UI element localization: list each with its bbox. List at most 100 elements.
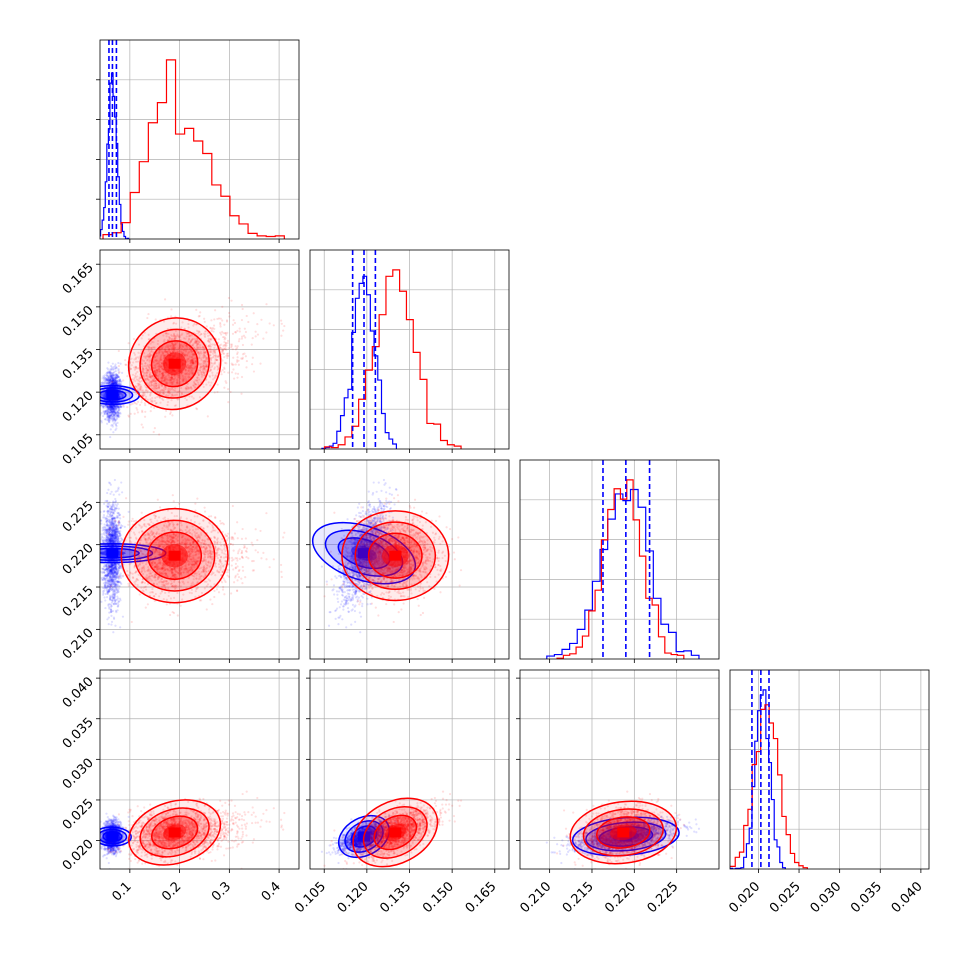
- scatter-point: [102, 405, 105, 408]
- scatter-point: [212, 330, 215, 333]
- scatter-point: [195, 408, 199, 411]
- scatter-point: [114, 380, 117, 383]
- scatter-point: [133, 412, 136, 415]
- scatter-point: [112, 381, 115, 385]
- scatter-point: [103, 565, 106, 568]
- scatter-point: [117, 405, 120, 408]
- scatter-point: [104, 377, 107, 380]
- scatter-point: [138, 403, 142, 407]
- scatter-point: [226, 331, 229, 334]
- scatter-point: [132, 337, 135, 341]
- scatter-point: [109, 409, 113, 412]
- scatter-point: [140, 401, 143, 404]
- scatter-point: [234, 345, 237, 348]
- scatter-point: [219, 325, 222, 328]
- scatter-point: [124, 363, 128, 366]
- scatter-point: [108, 405, 111, 408]
- scatter-point: [117, 409, 120, 413]
- y-tick-label: 0.135: [60, 346, 97, 383]
- scatter-point: [111, 381, 114, 385]
- scatter-point: [114, 414, 117, 417]
- scatter-point: [110, 405, 113, 408]
- scatter-point: [108, 405, 111, 409]
- scatter-point: [111, 416, 114, 419]
- scatter-point: [109, 405, 112, 408]
- scatter-point: [222, 352, 226, 355]
- scatter-point: [109, 378, 112, 382]
- scatter-point: [108, 405, 112, 408]
- scatter-point: [108, 382, 111, 385]
- scatter-point: [109, 416, 112, 420]
- scatter-point: [240, 392, 243, 395]
- scatter-point: [117, 368, 120, 371]
- scatter-point: [101, 394, 104, 397]
- scatter-point: [119, 393, 122, 396]
- panel-1-1: [309, 249, 510, 453]
- scatter-point: [112, 378, 115, 381]
- scatter-point: [210, 319, 213, 322]
- scatter-point: [221, 319, 224, 322]
- scatter-point: [117, 375, 120, 379]
- scatter-point: [113, 381, 116, 384]
- scatter-point: [108, 419, 112, 422]
- scatter-point: [117, 382, 121, 385]
- scatter-point: [111, 407, 115, 410]
- scatter-point: [143, 415, 147, 418]
- scatter-point: [108, 415, 111, 418]
- scatter-point: [221, 330, 224, 333]
- scatter-point: [111, 380, 114, 383]
- scatter-point: [114, 376, 117, 379]
- scatter-point: [107, 520, 111, 524]
- scatter-point: [115, 408, 118, 411]
- scatter-point: [102, 536, 105, 540]
- scatter-point: [119, 379, 122, 382]
- scatter-point: [111, 410, 114, 413]
- scatter-point: [245, 314, 248, 318]
- scatter-point: [115, 405, 118, 408]
- panel-0-0: [96, 39, 300, 243]
- scatter-point: [111, 412, 115, 415]
- scatter-point: [108, 415, 111, 418]
- scatter-point: [106, 408, 109, 411]
- histogram-series-1: [323, 269, 462, 449]
- scatter-point: [122, 404, 125, 407]
- scatter-point: [109, 379, 112, 382]
- scatter-point: [106, 379, 109, 383]
- scatter-point: [118, 514, 122, 517]
- scatter-point: [113, 417, 116, 420]
- scatter-point: [112, 406, 115, 409]
- scatter-point: [118, 392, 121, 395]
- density-peak: [168, 358, 181, 369]
- scatter-point: [109, 377, 112, 381]
- scatter-point: [213, 318, 216, 321]
- scatter-point: [116, 414, 119, 417]
- scatter-point: [118, 395, 121, 399]
- scatter-point: [118, 378, 122, 381]
- scatter-point: [254, 335, 257, 338]
- scatter-point: [236, 359, 239, 362]
- scatter-point: [112, 368, 115, 371]
- scatter-point: [109, 404, 112, 407]
- scatter-point: [109, 411, 112, 415]
- scatter-point: [107, 379, 111, 382]
- scatter-point: [265, 331, 268, 334]
- scatter-point: [113, 416, 116, 420]
- scatter-point: [109, 406, 112, 409]
- scatter-point: [102, 379, 106, 382]
- scatter-point: [111, 379, 114, 382]
- scatter-point: [103, 374, 106, 377]
- scatter-point: [111, 377, 114, 380]
- scatter-point: [223, 370, 226, 374]
- scatter-point: [105, 405, 108, 409]
- scatter-point: [111, 377, 114, 380]
- scatter-point: [241, 343, 245, 347]
- scatter-point: [115, 424, 118, 428]
- scatter-point: [117, 415, 120, 418]
- scatter-point: [114, 379, 117, 383]
- scatter-point: [110, 380, 114, 383]
- scatter-point: [114, 600, 117, 604]
- scatter-point: [203, 320, 206, 323]
- scatter-point: [220, 343, 223, 346]
- scatter-point: [106, 378, 109, 381]
- scatter-point: [106, 377, 110, 380]
